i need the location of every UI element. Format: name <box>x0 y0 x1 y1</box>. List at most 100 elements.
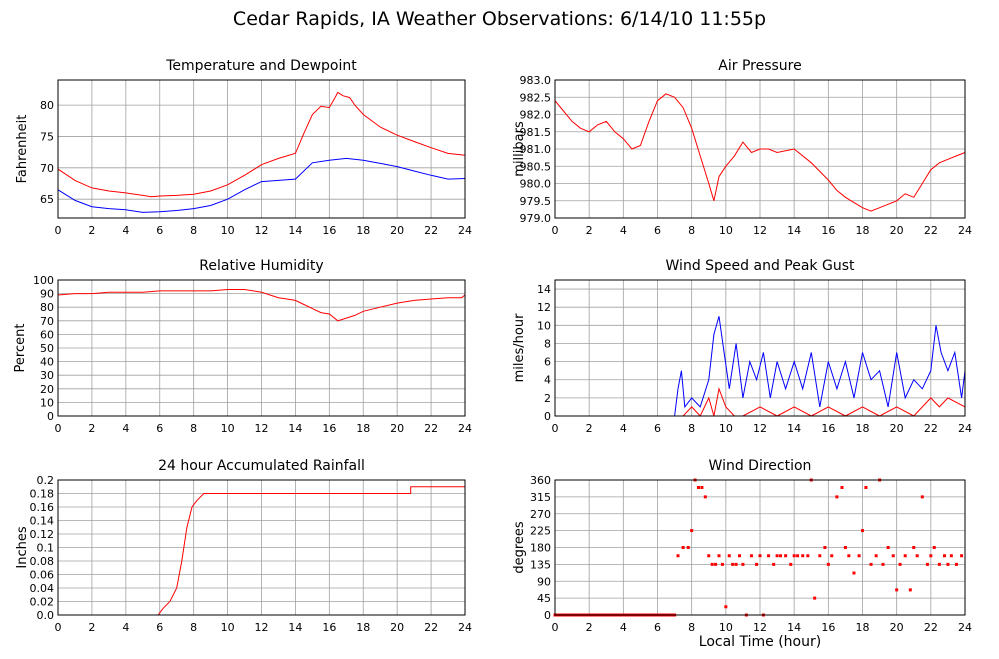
data-point <box>734 562 738 566</box>
y-tick-label: 70 <box>40 162 54 175</box>
x-tick-label: 6 <box>156 224 163 237</box>
y-tick-label: 20 <box>40 383 54 396</box>
x-tick-label: 22 <box>424 621 438 634</box>
data-point <box>830 554 834 558</box>
x-tick-label: 0 <box>55 224 62 237</box>
x-tick-label: 12 <box>753 621 767 634</box>
y-tick-label: 315 <box>530 491 551 504</box>
data-point <box>929 554 933 558</box>
data-point <box>881 562 885 566</box>
data-point <box>920 495 924 499</box>
x-tick-label: 4 <box>122 224 129 237</box>
data-point <box>843 546 847 549</box>
y-tick-label: 12 <box>537 301 551 314</box>
x-axis-label: Local Time (hour) <box>698 634 822 650</box>
plot-frame <box>57 79 466 219</box>
data-point <box>895 588 899 592</box>
data-point <box>946 562 950 566</box>
x-tick-label: 16 <box>821 422 835 435</box>
x-tick-label: 24 <box>958 224 972 237</box>
x-tick-label: 6 <box>156 422 163 435</box>
x-tick-label: 16 <box>821 224 835 237</box>
data-point <box>925 562 929 566</box>
x-tick-label: 2 <box>586 621 593 634</box>
y-tick-label: 0.12 <box>30 528 55 541</box>
y-tick-label: 0.04 <box>30 582 55 595</box>
x-tick-label: 16 <box>821 621 835 634</box>
x-tick-label: 0 <box>55 621 62 634</box>
y-tick-label: 0.02 <box>30 596 55 609</box>
y-tick-label: 0.08 <box>30 555 55 568</box>
x-tick-label: 12 <box>753 422 767 435</box>
x-tick-label: 8 <box>688 621 695 634</box>
x-tick-label: 22 <box>924 422 938 435</box>
x-tick-label: 24 <box>458 224 472 237</box>
x-tick-label: 4 <box>620 621 627 634</box>
data-point <box>891 554 895 558</box>
y-tick-label: 981.0 <box>520 143 552 156</box>
x-tick-label: 4 <box>122 621 129 634</box>
series-line-0 <box>555 316 966 417</box>
data-point <box>912 546 916 549</box>
data-point <box>690 529 694 533</box>
data-point <box>784 554 788 558</box>
data-point <box>943 554 946 558</box>
x-tick-label: 16 <box>322 621 336 634</box>
x-tick-label: 14 <box>288 422 302 435</box>
x-tick-label: 2 <box>88 422 95 435</box>
data-point <box>840 486 844 489</box>
x-tick-label: 22 <box>424 224 438 237</box>
y-tick-label: 8 <box>544 337 551 350</box>
data-point <box>903 554 907 558</box>
data-point <box>792 554 796 558</box>
data-point <box>724 605 728 609</box>
data-point <box>937 562 941 566</box>
data-point <box>874 554 878 558</box>
data-point <box>886 546 890 549</box>
y-tick-label: 982.0 <box>520 109 552 122</box>
data-point <box>676 554 680 558</box>
y-tick-label: 0.18 <box>30 488 55 501</box>
plot-frame <box>554 479 966 616</box>
x-tick-label: 4 <box>620 422 627 435</box>
data-point <box>857 554 861 558</box>
x-tick-label: 20 <box>890 422 904 435</box>
x-tick-label: 8 <box>190 621 197 634</box>
y-axis-label: Fahrenheit <box>15 115 30 184</box>
y-tick-label: 979.5 <box>520 195 552 208</box>
x-tick-label: 16 <box>322 224 336 237</box>
x-tick-label: 0 <box>552 224 559 237</box>
data-point <box>908 588 912 592</box>
x-tick-label: 18 <box>356 224 370 237</box>
x-tick-label: 18 <box>856 422 870 435</box>
x-tick-label: 2 <box>586 422 593 435</box>
y-tick-label: 135 <box>530 558 551 571</box>
data-point <box>727 554 731 558</box>
x-tick-label: 8 <box>688 224 695 237</box>
x-tick-label: 10 <box>221 422 235 435</box>
plot-frame <box>57 279 466 417</box>
plot-frame <box>554 279 966 417</box>
x-tick-label: 6 <box>654 422 661 435</box>
y-tick-label: 0.06 <box>30 569 55 582</box>
x-tick-label: 8 <box>190 422 197 435</box>
x-tick-label: 16 <box>322 422 336 435</box>
x-tick-label: 24 <box>958 422 972 435</box>
x-tick-label: 20 <box>390 621 404 634</box>
x-tick-label: 24 <box>958 621 972 634</box>
x-tick-label: 10 <box>719 621 733 634</box>
y-axis-label: Percent <box>13 324 28 373</box>
x-tick-label: 20 <box>890 224 904 237</box>
y-axis-label: millibars <box>512 121 527 177</box>
x-tick-label: 6 <box>156 621 163 634</box>
data-point <box>707 554 711 558</box>
x-tick-label: 0 <box>55 422 62 435</box>
y-tick-label: 180 <box>530 542 551 555</box>
data-point <box>767 554 771 558</box>
y-tick-label: 90 <box>40 288 54 301</box>
x-tick-label: 10 <box>221 224 235 237</box>
data-point <box>779 554 782 558</box>
y-tick-label: 30 <box>40 369 54 382</box>
x-tick-label: 22 <box>924 621 938 634</box>
data-point <box>755 562 759 566</box>
